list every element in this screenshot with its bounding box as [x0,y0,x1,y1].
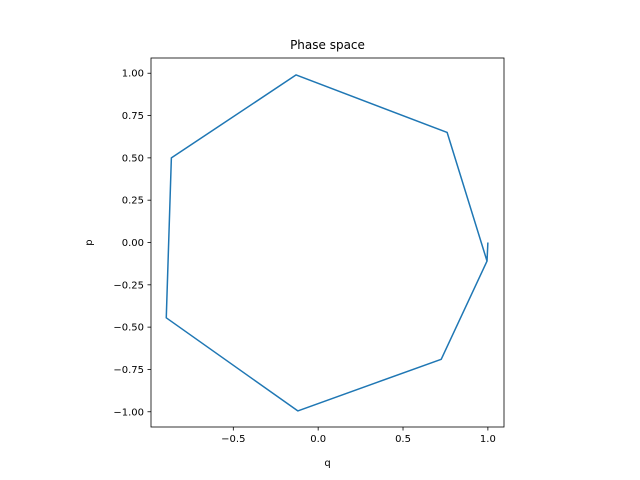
y-tick-label: −1.00 [113,407,144,418]
x-tick-label: 0.5 [395,434,411,445]
x-axis-label: q [324,458,330,469]
y-tick-label: 0.75 [122,111,144,122]
y-axis-ticks: −1.00 −0.75 −0.50 −0.25 0.00 0.25 0.50 0.75 1.00 [113,69,151,418]
x-tick-label: −0.5 [221,434,245,445]
chart-title: Phase space [290,38,365,52]
x-tick-label: 0.0 [310,434,326,445]
x-axis-ticks: −0.5 0.0 0.5 1.0 [221,427,496,445]
y-tick-label: −0.75 [113,365,144,376]
y-tick-label: 0.25 [122,196,144,207]
y-tick-label: 0.50 [122,153,144,164]
y-tick-label: −0.50 [113,323,144,334]
x-tick-label: 1.0 [480,434,496,445]
y-axis-label: p [84,239,95,245]
y-tick-label: 1.00 [122,69,144,80]
plot-area [165,74,489,412]
y-tick-label: −0.25 [113,280,144,291]
axes-frame [150,57,505,428]
series-line-0 [165,74,489,412]
y-tick-label: 0.00 [122,238,144,249]
